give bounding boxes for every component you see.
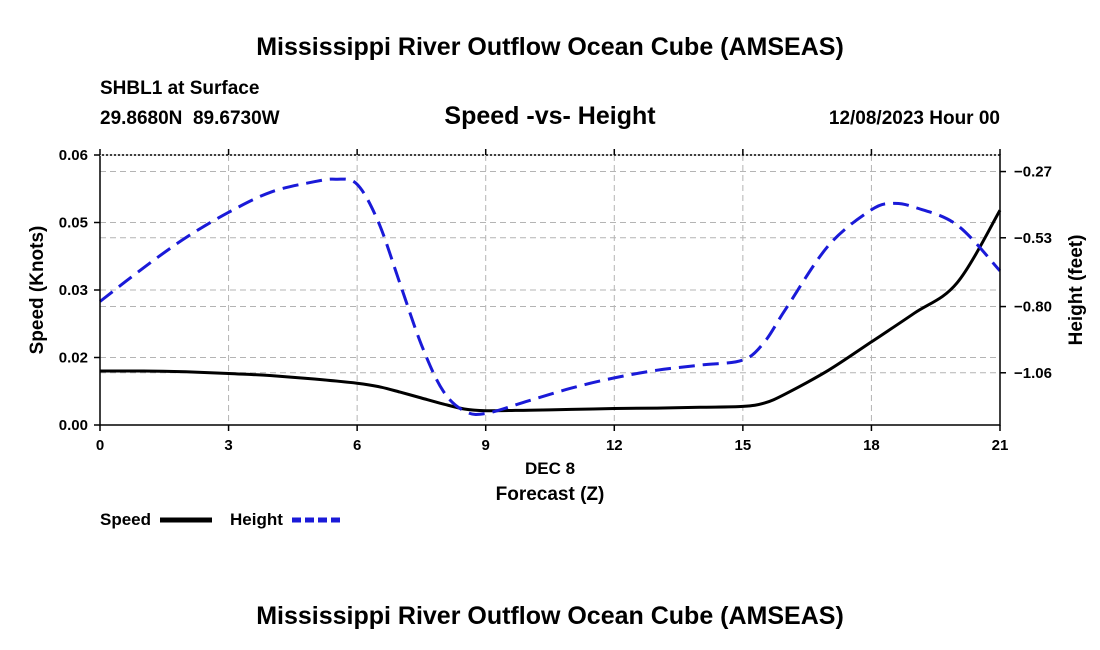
- y-right-tick-label: −1.06: [1014, 365, 1052, 382]
- chart-title-top: Mississippi River Outflow Ocean Cube (AM…: [256, 33, 844, 61]
- y-axis-left-label: Speed (Knots): [27, 226, 48, 355]
- x-tick-label: 15: [735, 437, 752, 454]
- chart-subtitle: Speed -vs- Height: [444, 102, 656, 130]
- datetime-label: 12/08/2023 Hour 00: [829, 108, 1000, 129]
- x-axis-label: Forecast (Z): [496, 484, 605, 505]
- y-left-tick-label: 0.03: [59, 282, 88, 299]
- x-tick-label: 3: [224, 437, 232, 454]
- grid-layer: [100, 155, 1000, 425]
- y-left-tick-label: 0.06: [59, 147, 88, 164]
- x-tick-label: 12: [606, 437, 623, 454]
- x-tick-label: 0: [96, 437, 104, 454]
- y-right-tick-label: −0.27: [1014, 164, 1052, 181]
- coords-label: 29.8680N 89.6730W: [100, 108, 280, 129]
- series-layer: [99, 177, 1002, 416]
- y-left-tick-label: 0.05: [59, 215, 88, 232]
- x-tick-label: 21: [992, 437, 1009, 454]
- station-label: SHBL1 at Surface: [100, 78, 259, 99]
- chart-title-bottom: Mississippi River Outflow Ocean Cube (AM…: [256, 602, 844, 630]
- y-left-tick-label: 0.02: [59, 350, 88, 367]
- y-right-tick-label: −0.53: [1014, 230, 1052, 247]
- series-line-height: [99, 177, 1002, 416]
- series-line-speed: [99, 209, 1002, 413]
- x-tick-label: 18: [863, 437, 880, 454]
- y-right-tick-label: −0.80: [1014, 299, 1052, 316]
- x-axis-date-label: DEC 8: [525, 459, 575, 478]
- x-tick-label: 6: [353, 437, 361, 454]
- y-axis-right-label: Height (feet): [1066, 235, 1087, 346]
- y-left-tick-label: 0.00: [59, 417, 88, 434]
- legend-speed-label: Speed: [100, 510, 151, 529]
- legend-height-label: Height: [230, 510, 283, 529]
- x-tick-label: 9: [482, 437, 490, 454]
- axis-layer: 0 3 6 9 12 15 18 21 0.00 0.02 0.03 0.05 0.06 −1.06 −0.…: [59, 147, 1052, 454]
- legend: Speed Height: [100, 510, 342, 529]
